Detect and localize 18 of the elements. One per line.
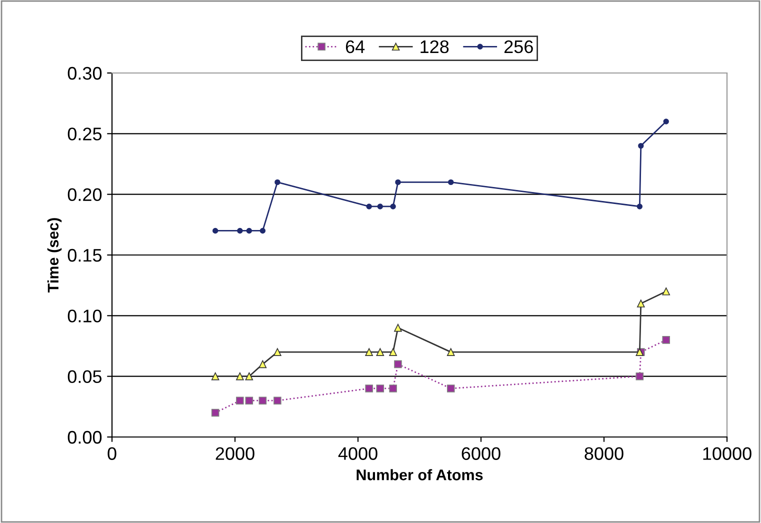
x-tick-label: 0: [108, 447, 116, 460]
x-axis-title: Number of Atoms: [356, 469, 483, 480]
legend-label: 64: [346, 40, 365, 54]
y-tick-label: 0.30: [68, 66, 102, 80]
x-tick-label: 8000: [584, 447, 624, 460]
x-tick-label: 6000: [462, 447, 500, 460]
y-axis-title: Time (sec): [47, 218, 62, 292]
y-tick-label: 0.00: [68, 430, 102, 444]
x-tick-label: 4000: [338, 447, 378, 460]
y-tick-label: 0.15: [68, 248, 102, 262]
y-tick-label: 0.10: [68, 310, 102, 322]
y-tick-label: 0.20: [68, 188, 102, 202]
y-tick-label: 0.25: [68, 128, 102, 140]
legend-label: 256: [504, 40, 533, 54]
legend-label: 128: [420, 40, 449, 54]
x-tick-label: 10000: [703, 447, 752, 460]
y-tick-label: 0.05: [68, 370, 102, 384]
x-tick-label: 2000: [216, 447, 254, 460]
